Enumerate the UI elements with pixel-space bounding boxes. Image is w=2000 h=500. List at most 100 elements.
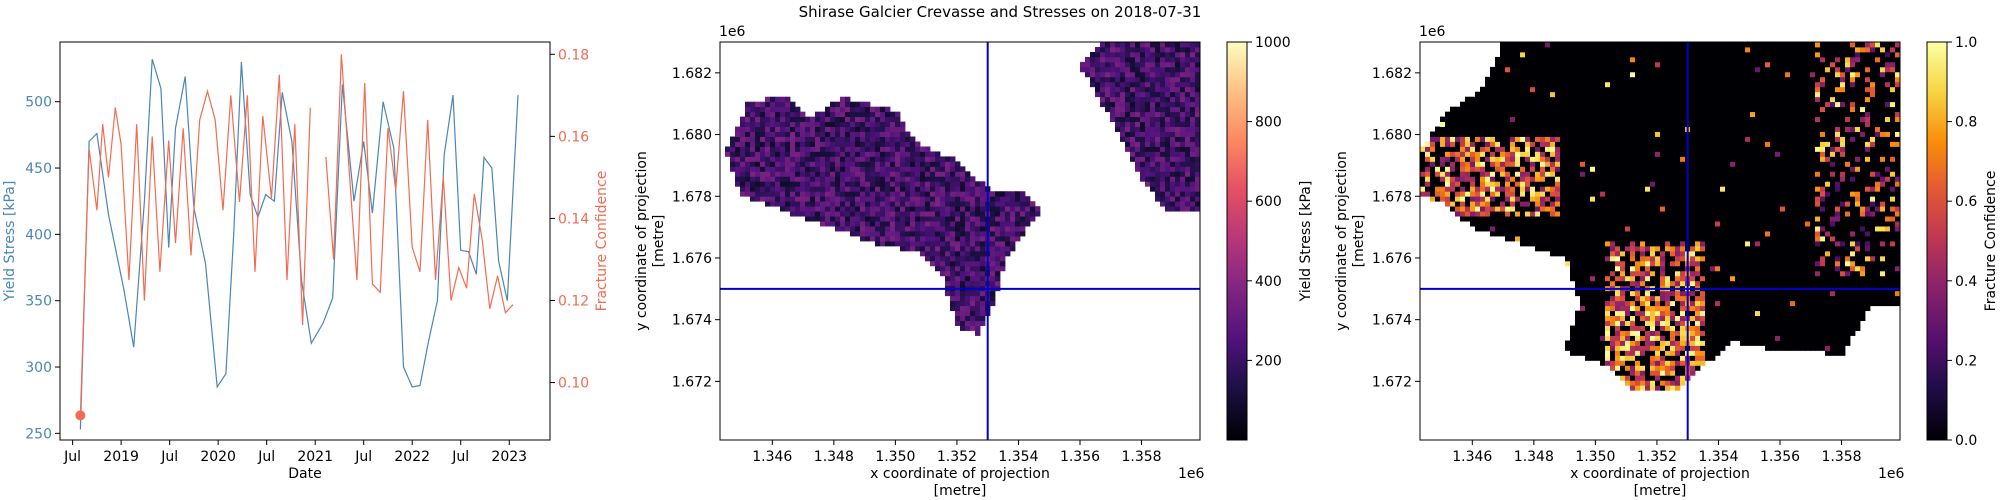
fracture-confidence-cell	[1740, 270, 1746, 277]
yield-stress-cell	[1015, 216, 1021, 222]
yield-stress-cell	[865, 206, 871, 212]
yield-stress-cell	[1150, 46, 1156, 53]
fracture-confidence-cell	[1440, 166, 1446, 172]
yield-stress-cell	[965, 201, 971, 207]
fracture-confidence-cell	[1790, 325, 1796, 331]
fracture-confidence-cell	[1515, 221, 1521, 227]
fracture-confidence-cell	[1495, 181, 1501, 187]
fracture-confidence-cell	[1470, 181, 1476, 187]
yield-stress-cell	[785, 146, 791, 152]
yield-stress-cell	[1145, 111, 1151, 118]
yield-stress-cell	[1105, 61, 1111, 68]
fracture-confidence-cell	[1490, 201, 1496, 207]
fracture-confidence-cell	[1705, 345, 1711, 351]
fracture-confidence-cell	[1815, 265, 1821, 272]
fracture-confidence-cell	[1725, 265, 1731, 272]
fracture-confidence-cell	[1755, 226, 1761, 232]
yield-stress-cell	[1130, 101, 1136, 108]
fracture-confidence-cell	[1560, 201, 1566, 207]
fracture-confidence-cell	[1805, 176, 1811, 182]
fracture-confidence-cell	[1880, 191, 1886, 197]
yield-stress-cell	[865, 111, 871, 118]
fracture-confidence-cell	[1680, 241, 1686, 247]
fracture-confidence-cell	[1770, 226, 1776, 232]
yield-stress-cell	[1125, 121, 1131, 127]
yield-stress-cell	[1140, 126, 1146, 132]
fracture-confidence-cell	[1765, 171, 1771, 177]
yield-stress-cell	[840, 171, 846, 177]
fracture-confidence-cell	[1655, 201, 1661, 207]
fracture-confidence-cell	[1650, 186, 1656, 192]
fracture-confidence-cell	[1700, 315, 1706, 322]
fracture-confidence-cell	[1690, 355, 1696, 361]
fracture-confidence-cell	[1720, 191, 1726, 197]
fracture-confidence-cell	[1780, 206, 1786, 212]
yield-stress-cell	[950, 206, 956, 212]
yield-stress-cell	[780, 161, 786, 167]
yield-stress-cell	[790, 136, 796, 142]
fracture-confidence-cell	[1655, 186, 1661, 192]
yield-stress-cell	[805, 181, 811, 187]
fracture-confidence-cell	[1845, 191, 1851, 197]
yield-stress-cell	[1165, 201, 1171, 207]
fracture-confidence-cell	[1615, 290, 1621, 297]
fracture-confidence-cell	[1520, 216, 1526, 222]
fracture-confidence-cell	[1575, 171, 1581, 177]
fracture-confidence-cell	[1540, 221, 1546, 227]
fracture-confidence-cell	[1570, 201, 1576, 207]
fracture-confidence-cell	[1660, 300, 1666, 307]
yield-stress-cell	[800, 116, 806, 123]
yield-stress-cell	[825, 176, 831, 182]
fracture-confidence-cell	[1575, 176, 1581, 182]
fracture-confidence-cell	[1615, 310, 1621, 317]
yield-stress-cell	[1175, 42, 1181, 48]
yield-stress-cell	[1170, 51, 1176, 58]
fracture-confidence-cell	[1600, 226, 1606, 232]
fracture-confidence-cell	[1605, 335, 1611, 341]
yield-stress-cell	[1185, 201, 1191, 207]
fracture-confidence-cell	[1615, 166, 1621, 172]
fracture-confidence-cell	[1590, 300, 1596, 307]
yield-stress-cell	[1190, 146, 1196, 152]
fracture-confidence-cell	[1705, 330, 1711, 336]
fracture-confidence-cell	[1865, 300, 1871, 307]
yield-stress-cell	[945, 186, 951, 192]
yield-stress-cell	[890, 136, 896, 142]
fracture-confidence-cell	[1770, 345, 1776, 351]
yield-stress-cell	[865, 141, 871, 147]
yield-stress-cell	[945, 290, 951, 297]
yield-stress-cell	[1130, 42, 1136, 48]
yield-stress-cell	[1195, 141, 1200, 147]
fracture-confidence-cell	[1645, 365, 1651, 371]
fracture-confidence-cell	[1540, 196, 1546, 202]
fracture-confidence-cell	[1725, 231, 1731, 237]
fracture-confidence-cell	[1860, 310, 1866, 317]
fracture-confidence-cell	[1830, 201, 1836, 207]
fracture-confidence-cell	[1785, 330, 1791, 336]
yield-stress-cell	[805, 121, 811, 127]
fracture-confidence-cell	[1845, 315, 1851, 322]
yield-stress-cell	[865, 101, 871, 108]
fracture-confidence-cell	[1475, 166, 1481, 172]
fracture-confidence-cell	[1815, 191, 1821, 197]
yield-stress-cell	[830, 216, 836, 222]
fracture-confidence-cell	[1600, 216, 1606, 222]
yield-stress-cell	[1025, 201, 1031, 207]
fracture-confidence-cell	[1690, 196, 1696, 202]
fracture-confidence-cell	[1645, 310, 1651, 317]
fracture-confidence-cell	[1775, 320, 1781, 326]
fracture-confidence-cell	[1535, 211, 1541, 217]
yield-stress-cell	[795, 131, 801, 137]
fracture-confidence-cell	[1505, 226, 1511, 232]
yield-stress-cell	[925, 161, 931, 167]
yield-stress-cell	[1160, 56, 1166, 63]
yield-stress-cell	[1110, 46, 1116, 53]
yield-stress-cell	[860, 156, 866, 162]
fracture-confidence-cell	[1810, 236, 1816, 242]
fracture-confidence-cell	[1800, 275, 1806, 282]
fracture-confidence-cell	[1740, 181, 1746, 187]
fracture-confidence-cell	[1850, 325, 1856, 331]
fracture-confidence-cell	[1625, 191, 1631, 197]
fracture-confidence-cell	[1490, 191, 1496, 197]
fracture-confidence-cell	[1755, 275, 1761, 282]
